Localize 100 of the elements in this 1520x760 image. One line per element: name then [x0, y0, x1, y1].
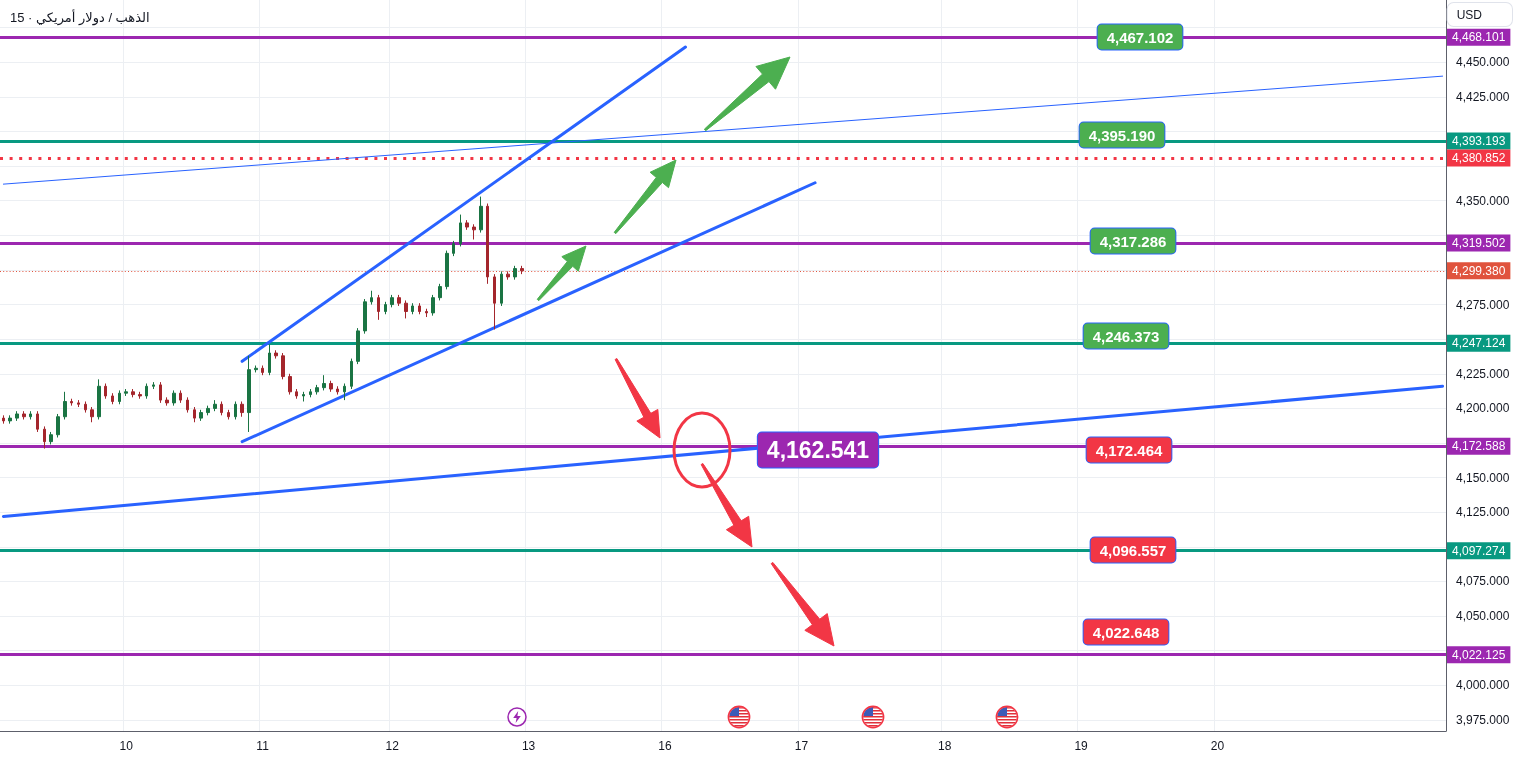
candlestick: [145, 383, 148, 400]
candlestick: [220, 401, 223, 416]
ref-line-label: 4,380.852: [1452, 151, 1506, 166]
candlestick: [274, 349, 278, 360]
candlestick: [193, 406, 196, 423]
y-tick-label: 4,150.000: [1456, 470, 1510, 485]
x-tick-label: 11: [256, 739, 270, 753]
annotation: 4,022.648: [1092, 623, 1160, 641]
candlestick: [90, 406, 94, 423]
candlestick: [288, 373, 292, 396]
candlestick: [8, 414, 12, 425]
candlestick: [77, 399, 80, 408]
candlestick: [377, 294, 380, 321]
x-tick-label: 10: [119, 739, 134, 753]
candlestick: [336, 385, 339, 396]
candlestick: [234, 401, 237, 420]
candlestick: [431, 294, 435, 317]
candlestick: [254, 365, 258, 373]
candlestick: [500, 270, 503, 307]
candlestick: [506, 270, 510, 281]
annotation: 4,317.286: [1099, 232, 1167, 250]
ref-line-label: 4,022.125: [1452, 647, 1506, 662]
candlestick: [43, 425, 46, 450]
candlestick: [247, 355, 251, 433]
y-tick-label: 4,425.000: [1456, 89, 1510, 104]
candlestick: [159, 381, 162, 404]
candlestick: [397, 294, 401, 307]
ref-line-label: 4,393.193: [1452, 133, 1506, 148]
annotation: 4,395.190: [1088, 126, 1156, 144]
candlestick: [520, 265, 524, 275]
candlestick: [329, 380, 333, 393]
candlestick: [390, 294, 394, 308]
candlestick: [84, 401, 87, 414]
y-tick-label: 4,200.000: [1456, 401, 1510, 416]
candlestick: [206, 405, 210, 416]
candlestick: [63, 391, 67, 420]
candlestick: [479, 196, 483, 234]
candlestick: [118, 389, 121, 405]
annotation: 4,162.541: [766, 437, 870, 463]
candlestick: [356, 327, 360, 365]
candlestick: [124, 388, 128, 397]
candlestick: [465, 219, 469, 231]
x-tick-label: 19: [1074, 739, 1089, 753]
candlestick: [227, 409, 230, 420]
candlestick: [425, 308, 428, 318]
candlestick: [493, 273, 496, 330]
y-tick-label: 4,075.000: [1456, 574, 1510, 589]
candlestick: [261, 365, 264, 376]
candlestick: [281, 352, 285, 380]
candlestick: [411, 302, 414, 315]
candlestick: [384, 301, 387, 315]
x-tick-label: 20: [1210, 739, 1225, 753]
candlestick: [56, 413, 60, 438]
candlestick: [295, 388, 298, 400]
candlestick: [452, 240, 455, 257]
candlestick: [111, 392, 114, 405]
ref-line-label: 4,247.124: [1452, 336, 1506, 351]
ref-line-label: 4,468.101: [1452, 30, 1506, 45]
ref-line-label: 4,319.502: [1452, 235, 1506, 250]
candlestick: [309, 388, 312, 398]
x-tick-label: 18: [937, 739, 952, 753]
candlestick: [104, 383, 107, 400]
candlestick: [322, 374, 326, 391]
candlestick: [363, 298, 367, 335]
y-tick-label: 4,350.000: [1456, 193, 1510, 208]
ref-line-label: 4,172.588: [1452, 439, 1506, 454]
candlestick: [315, 384, 319, 396]
text: 15 · الذهب / دولار أمريكي: [10, 10, 150, 26]
candlestick: [445, 250, 449, 290]
y-tick-label: 4,050.000: [1456, 609, 1510, 624]
candlestick: [268, 344, 271, 376]
candlestick: [152, 381, 155, 390]
annotation: 4,096.557: [1099, 541, 1167, 559]
candlestick: [22, 410, 26, 420]
candlestick: [36, 410, 39, 433]
candlestick: [302, 391, 305, 402]
y-tick-label: 4,225.000: [1456, 366, 1510, 381]
candlestick: [343, 383, 346, 401]
candlestick: [2, 414, 5, 425]
candlestick: [240, 401, 244, 418]
candlestick: [472, 223, 476, 241]
annotation: 4,467.102: [1106, 28, 1174, 46]
y-tick-label: 4,450.000: [1456, 55, 1510, 70]
ref-line-label: 4,299.380: [1452, 263, 1506, 278]
candlestick: [179, 389, 182, 404]
candlestick: [404, 299, 408, 319]
candlestick: [49, 431, 53, 445]
candlestick: [186, 396, 189, 414]
candlestick: [165, 396, 169, 407]
candlestick: [29, 410, 32, 420]
candlestick: [350, 358, 353, 390]
candlestick: [70, 398, 73, 407]
x-tick-label: 16: [658, 739, 673, 753]
candlestick: [199, 409, 203, 422]
y-tick-label: 4,125.000: [1456, 505, 1510, 520]
x-tick-label: 17: [794, 739, 809, 753]
y-axis-title: USD: [1456, 8, 1483, 22]
y-tick-label: 4,275.000: [1456, 297, 1510, 312]
y-tick-label: 3,975.000: [1456, 712, 1510, 727]
ref-line-label: 4,097.274: [1452, 543, 1506, 558]
